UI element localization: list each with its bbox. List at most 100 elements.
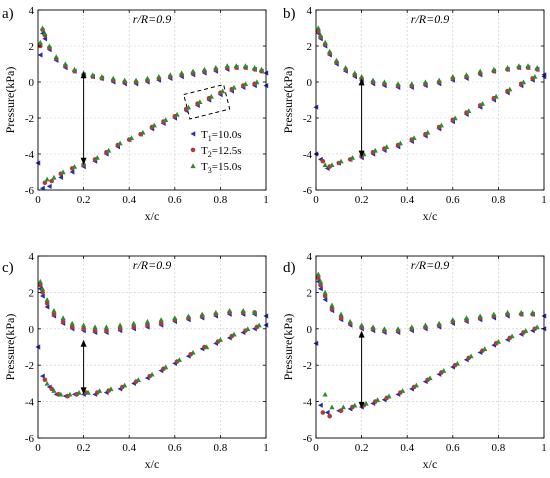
data-point — [213, 65, 219, 70]
data-point — [422, 322, 429, 328]
data-point — [46, 43, 52, 49]
legend-subscript: 1 — [208, 134, 212, 143]
x-tick-label: 0.8 — [214, 442, 228, 454]
annotation-text: r/R=0.9 — [411, 12, 449, 26]
series-1 — [315, 29, 540, 169]
arrow-head-bottom — [80, 387, 87, 395]
data-point — [44, 297, 50, 302]
arrow-head-bottom — [358, 150, 365, 158]
data-point — [81, 326, 86, 332]
data-point — [69, 169, 75, 175]
panel-label: d) — [283, 260, 296, 276]
legend-symbol: T — [201, 161, 208, 173]
data-point — [477, 68, 483, 74]
data-point — [76, 389, 82, 395]
x-tick-label: 0 — [313, 194, 319, 206]
data-point — [144, 75, 151, 81]
data-point — [69, 324, 75, 330]
data-point — [254, 79, 260, 85]
data-point — [69, 320, 75, 326]
legend-symbol: T — [201, 129, 208, 141]
annotation-text: r/R=0.9 — [133, 258, 171, 272]
data-point — [179, 70, 185, 76]
data-point — [436, 77, 442, 83]
data-point — [315, 25, 321, 31]
data-point — [327, 413, 332, 419]
panel-2: 0 0.2 0.4 0.6 0.8 1 -6 -4 -2 0 2 4 x/c Pressure(kPa) c… — [2, 251, 269, 471]
data-point — [518, 309, 524, 315]
data-point — [381, 326, 387, 332]
x-tick-label: 0.6 — [168, 442, 182, 454]
y-tick-label: -4 — [303, 149, 313, 161]
data-point — [60, 169, 66, 175]
dashed-box — [183, 84, 231, 120]
data-point — [397, 140, 403, 146]
data-point — [60, 319, 66, 324]
data-point — [315, 29, 321, 34]
data-point — [231, 84, 237, 90]
data-point — [233, 63, 239, 69]
x-tick-label: 1 — [263, 442, 269, 454]
plot-frame — [37, 9, 267, 191]
data-point — [144, 318, 151, 324]
data-point — [333, 57, 340, 63]
annotation-text: r/R=0.9 — [133, 12, 171, 26]
data-point — [46, 183, 52, 189]
data-point — [425, 129, 431, 135]
x-tick-label: 0.6 — [446, 442, 460, 454]
data-point — [197, 99, 203, 105]
y-tick-label: -6 — [303, 433, 313, 445]
data-point — [534, 65, 540, 70]
data-point — [324, 409, 330, 416]
data-point — [454, 360, 460, 366]
data-point — [156, 74, 162, 79]
data-point — [49, 386, 54, 392]
data-point — [370, 324, 376, 330]
data-point — [349, 155, 356, 160]
data-point — [44, 380, 50, 386]
x-tick-label: 0 — [35, 442, 41, 454]
y-tick-label: 4 — [307, 5, 313, 17]
data-point — [40, 290, 45, 295]
data-point — [450, 317, 456, 322]
data-point — [117, 322, 123, 328]
data-point — [491, 66, 497, 72]
data-point — [252, 65, 258, 70]
series-1 — [37, 282, 260, 399]
data-point — [201, 66, 208, 72]
data-point — [106, 147, 112, 153]
y-axis-label: Pressure(kPa) — [281, 314, 295, 381]
x-tick-label: 0.8 — [214, 194, 228, 206]
series-2 — [37, 278, 262, 397]
data-point — [99, 74, 105, 79]
data-point — [39, 185, 45, 191]
data-point — [122, 382, 128, 388]
legend-subscript: 3 — [208, 166, 212, 175]
data-point — [463, 72, 470, 78]
arrow-head-top — [80, 339, 87, 347]
data-point — [384, 144, 390, 150]
data-point — [322, 391, 328, 397]
panel-label: b) — [283, 6, 296, 22]
data-point — [42, 180, 48, 186]
data-point — [409, 81, 415, 87]
legend-entry: T3=15.0s — [201, 161, 241, 175]
data-point — [96, 388, 103, 393]
y-tick-label: -6 — [25, 185, 35, 197]
data-point — [199, 311, 205, 317]
data-point — [252, 309, 258, 315]
x-tick-label: 0.2 — [355, 194, 369, 206]
data-point — [338, 315, 344, 321]
data-point — [42, 30, 48, 36]
data-point — [463, 315, 470, 321]
x-axis-label: x/c — [423, 457, 438, 471]
y-tick-label: 0 — [29, 324, 35, 336]
x-tick-label: 0.4 — [400, 194, 414, 206]
data-point — [329, 306, 335, 312]
data-point — [245, 326, 251, 332]
x-tick-label: 0.2 — [355, 442, 369, 454]
series-0 — [313, 30, 547, 171]
data-point — [422, 79, 429, 85]
data-point — [71, 164, 78, 169]
